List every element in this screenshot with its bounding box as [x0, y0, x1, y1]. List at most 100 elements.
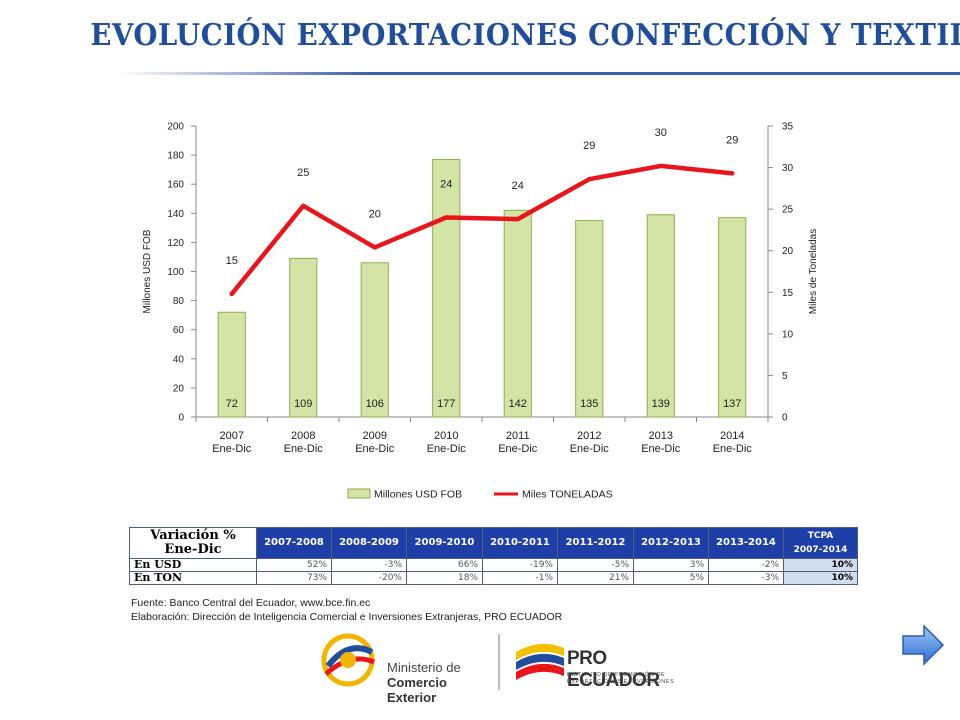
table-period-header: 2009-2010 — [406, 527, 483, 559]
x-tick-label: 2009 Ene-Dic — [355, 430, 395, 455]
bar-data-label: 139 — [652, 398, 670, 410]
ministerio-line2: Comercio Exterior — [387, 675, 447, 705]
table-period-header: 2011-2012 — [557, 527, 634, 559]
line-data-label: 24 — [512, 180, 524, 192]
bar-data-label: 109 — [294, 398, 312, 410]
table-cell: 3% — [633, 558, 709, 572]
variation-table: Variación % Ene-Dic 2007-2008 2008-2009 2009… — [129, 527, 858, 585]
title-underline — [118, 72, 960, 75]
line-data-label: 24 — [440, 178, 452, 190]
table-cell: -3% — [708, 571, 784, 585]
left-tick-label: 200 — [167, 122, 184, 133]
pro-ecuador-logo: PRO ECUADOR INSTITUTO DE PROMOCIÓN DE EX… — [512, 634, 682, 691]
source-line: Fuente: Banco Central del Ecuador, www.b… — [131, 597, 371, 609]
bar — [503, 209, 532, 418]
elaboration-line: Elaboración: Dirección de Inteligencia C… — [131, 611, 563, 623]
bar-data-label: 72 — [226, 398, 238, 410]
right-tick-label: 0 — [782, 413, 788, 424]
x-tick-label: 2013 Ene-Dic — [641, 430, 681, 455]
table-cell: -19% — [482, 558, 558, 572]
table-cell: 52% — [256, 558, 332, 572]
left-tick-label: 60 — [173, 325, 185, 336]
left-tick-label: 40 — [173, 354, 185, 365]
left-tick-label: 120 — [167, 238, 184, 249]
left-tick-label: 20 — [173, 383, 185, 394]
table-cell: -1% — [482, 571, 558, 585]
ministerio-line1: Ministerio de — [387, 660, 461, 675]
bar-data-label: 177 — [437, 398, 455, 410]
table-cell: 21% — [557, 571, 634, 585]
x-tick-label: 2014 Ene-Dic — [713, 430, 753, 455]
table-tcpa-cell: 10% — [783, 571, 858, 585]
right-tick-label: 35 — [782, 122, 794, 133]
table-cell: 18% — [406, 571, 483, 585]
combo-chart: 0 20 40 60 80 100 120 140 160 180 200 0 5 10 15 20 25 30 3… — [142, 122, 819, 501]
table-cell: 73% — [256, 571, 332, 585]
table-cell: -3% — [331, 558, 407, 572]
bar — [289, 257, 318, 418]
table-cell: -20% — [331, 571, 407, 585]
bar — [360, 262, 389, 418]
line-point — [730, 171, 735, 176]
line-data-label: 30 — [655, 127, 667, 139]
left-tick-label: 180 — [167, 151, 184, 162]
line-point — [515, 217, 520, 222]
table-row-label: En TON — [129, 571, 257, 585]
left-tick-label: 100 — [167, 267, 184, 278]
line-point — [658, 163, 663, 168]
right-tick-label: 25 — [782, 205, 794, 216]
pro-ecuador-emblem-icon — [516, 643, 564, 680]
bar-data-label: 135 — [580, 398, 598, 410]
right-tick-label: 15 — [782, 288, 794, 299]
left-tick-label: 160 — [167, 180, 184, 191]
line-data-label: 15 — [226, 255, 238, 267]
line-point — [301, 203, 306, 208]
right-tick-label: 20 — [782, 246, 794, 257]
bar-data-label: 142 — [509, 398, 527, 410]
table-period-header: 2012-2013 — [633, 527, 709, 559]
table-row: En TON 73% -20% 18% -1% 21% 5% -3% 10% — [129, 571, 858, 585]
table-tcpa-cell: 10% — [783, 558, 858, 572]
left-tick-label: 140 — [167, 209, 184, 220]
arrow-right-icon[interactable] — [900, 622, 946, 668]
pro-ecuador-name: PRO ECUADOR — [567, 648, 660, 691]
page-title: EVOLUCIÓN EXPORTACIONES CONFECCIÓN Y TEX… — [90, 18, 960, 53]
table-row: En USD 52% -3% 66% -19% -5% 3% -2% 10% — [129, 558, 858, 572]
left-tick-label: 0 — [178, 413, 184, 424]
line-point — [587, 177, 592, 182]
line-point — [444, 215, 449, 220]
table-cell: -5% — [557, 558, 634, 572]
table-period-header: 2010-2011 — [482, 527, 558, 559]
bar — [718, 217, 747, 418]
right-tick-label: 30 — [782, 163, 794, 174]
line-data-label: 25 — [297, 167, 309, 179]
x-tick-label: 2012 Ene-Dic — [570, 430, 610, 455]
legend-label-bar: Millones USD FOB — [374, 489, 462, 501]
table-period-header: 2007-2008 — [256, 527, 332, 559]
bar-data-label: 106 — [366, 398, 384, 410]
series-line-toneladas — [229, 163, 735, 297]
bar-data-label: 137 — [723, 398, 741, 410]
x-tick-label: 2010 Ene-Dic — [427, 430, 467, 455]
logo-strip: Ministerio de Comercio Exterior PRO ECUA… — [300, 626, 682, 705]
bar — [217, 311, 246, 418]
line-data-label: 29 — [583, 140, 595, 152]
bar — [646, 214, 675, 418]
ministerio-logo: Ministerio de Comercio Exterior — [314, 630, 474, 705]
pro-ecuador-tagline: INSTITUTO DE PROMOCIÓN DE EXPORTACIONES … — [567, 672, 675, 685]
table-cell: -2% — [708, 558, 784, 572]
table-cell: 66% — [406, 558, 483, 572]
line-point — [372, 245, 377, 250]
legend-swatch-bar — [347, 488, 371, 499]
next-slide-button[interactable] — [900, 622, 946, 668]
right-tick-label: 5 — [782, 371, 788, 382]
line-data-label: 20 — [369, 208, 381, 220]
bar — [432, 158, 461, 418]
x-tick-label: 2011 Ene-Dic — [498, 430, 538, 455]
table-cell: 5% — [633, 571, 709, 585]
table-row-label: En USD — [129, 558, 257, 572]
table-period-header: 2013-2014 — [708, 527, 784, 559]
bar — [575, 220, 604, 418]
left-tick-label: 80 — [173, 296, 185, 307]
ministerio-emblem-icon — [321, 633, 375, 687]
